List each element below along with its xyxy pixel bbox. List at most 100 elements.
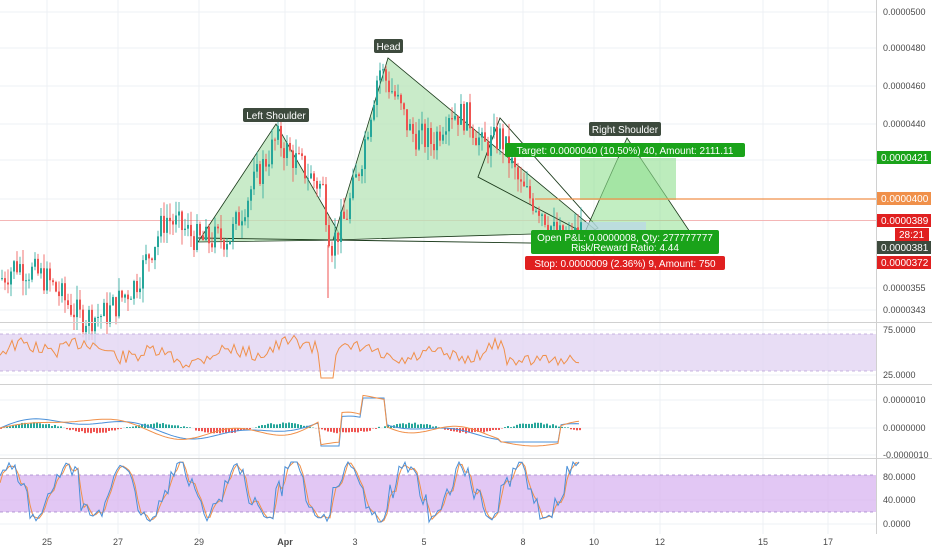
time-tick-label: 5 [421, 537, 426, 547]
price-pane[interactable] [0, 57, 876, 347]
annotation-head[interactable]: Head [374, 39, 403, 53]
candle-body [424, 123, 426, 148]
macd-bar [468, 428, 470, 433]
price-badge-bg [877, 256, 931, 269]
candle-body [394, 91, 396, 97]
macd-bar [45, 424, 47, 428]
macd-bar [336, 428, 338, 434]
candle-body [187, 224, 189, 229]
macd-bar [69, 428, 71, 431]
candle-body [355, 174, 357, 178]
candle-body [232, 223, 234, 242]
macd-bar [558, 426, 560, 428]
target-label[interactable]: Target: 0.0000040 (10.50%) 40, Amount: 2… [505, 143, 745, 157]
candle-body [220, 228, 222, 241]
candle-body [157, 236, 159, 247]
macd-bar [150, 424, 152, 428]
macd-bar [201, 428, 203, 432]
candle-body [64, 283, 66, 301]
macd-bar [405, 424, 407, 428]
macd-bar [300, 424, 302, 428]
price-badge-bg [877, 214, 931, 227]
stochastic-pane[interactable] [0, 460, 876, 524]
annotation-head-text: Head [377, 42, 401, 53]
price-tick-label: 0.0000480 [883, 43, 926, 53]
candle-body [238, 212, 240, 226]
macd-bar [420, 423, 422, 428]
macd-bar [471, 428, 473, 433]
price-axis-border [876, 0, 877, 534]
macd-bar [396, 424, 398, 428]
annotation-right-shoulder[interactable]: Right Shoulder [589, 122, 661, 136]
open-pl-label[interactable]: Open P&L: 0.0000008, Qty: 277777777 Risk… [531, 230, 719, 254]
macd-axis[interactable]: 0.0000010 0.0000000 -0.0000010 [883, 395, 929, 460]
candle-body [490, 135, 492, 156]
candle-body [103, 302, 105, 317]
macd-bar [0, 428, 2, 429]
candle-body [16, 261, 18, 273]
candle-body [274, 139, 276, 141]
macd-bar [276, 424, 278, 428]
macd-bar [309, 427, 311, 428]
candle-body [457, 115, 459, 125]
candle-body [13, 261, 15, 272]
macd-bar [450, 428, 452, 431]
stoch-axis[interactable]: 80.0000 40.0000 0.0000 [883, 472, 916, 529]
candle-body [418, 130, 420, 150]
candle-body [463, 103, 465, 131]
candle-body [484, 132, 486, 142]
candle-body [52, 280, 54, 283]
pane-separator-macd [0, 384, 932, 385]
macd-bar [117, 428, 119, 430]
macd-bar [513, 426, 515, 428]
macd-pane[interactable] [0, 394, 581, 447]
pane-separator-stoch [0, 458, 932, 459]
macd-tick-label: 0.0000000 [883, 423, 926, 433]
risk-reward-text: Risk/Reward Ratio: 4.44 [571, 243, 679, 254]
candle-body [271, 139, 273, 165]
macd-bar [171, 425, 173, 428]
stop-label[interactable]: Stop: 0.0000009 (2.36%) 9, Amount: 750 [525, 256, 725, 270]
macd-bar [210, 428, 212, 433]
rsi-band [0, 334, 876, 371]
time-tick-label: 12 [655, 537, 665, 547]
candle-body [532, 198, 534, 211]
macd-bar [363, 428, 365, 432]
macd-bar [378, 426, 380, 428]
candle-body [529, 186, 531, 199]
macd-bar [78, 428, 80, 432]
macd-bar [297, 424, 299, 428]
macd-bar [453, 428, 455, 432]
candle-body [316, 180, 318, 189]
time-axis[interactable]: 25 27 29 Apr 3 5 8 10 12 15 17 [42, 537, 833, 547]
candle-body [346, 218, 348, 220]
candle-body [535, 210, 537, 212]
candle-body [376, 80, 378, 106]
candle-body [256, 164, 258, 172]
macd-bar [492, 428, 494, 431]
stop-label-text: Stop: 0.0000009 (2.36%) 9, Amount: 750 [534, 259, 716, 270]
candle-body [79, 299, 81, 310]
candle-body [61, 283, 63, 297]
rsi-pane[interactable] [0, 333, 876, 379]
time-tick-label: 17 [823, 537, 833, 547]
candle-body [262, 159, 264, 184]
macd-bar [51, 426, 53, 428]
rsi-axis[interactable]: 75.0000 25.0000 [883, 325, 916, 380]
candle-body [259, 164, 261, 184]
macd-bar [504, 427, 506, 428]
macd-bar [48, 424, 50, 428]
candle-body [70, 305, 72, 315]
candle-body [7, 282, 9, 285]
candle-body [289, 142, 291, 151]
macd-bar [279, 423, 281, 428]
stoch-tick-label: 0.0000 [883, 519, 911, 529]
macd-bar [42, 424, 44, 428]
macd-line [0, 397, 580, 447]
candle-body [181, 211, 183, 231]
macd-bar [408, 422, 410, 428]
candle-body [514, 157, 516, 168]
annotation-left-shoulder[interactable]: Left Shoulder [243, 108, 309, 122]
candle-body [319, 183, 321, 189]
